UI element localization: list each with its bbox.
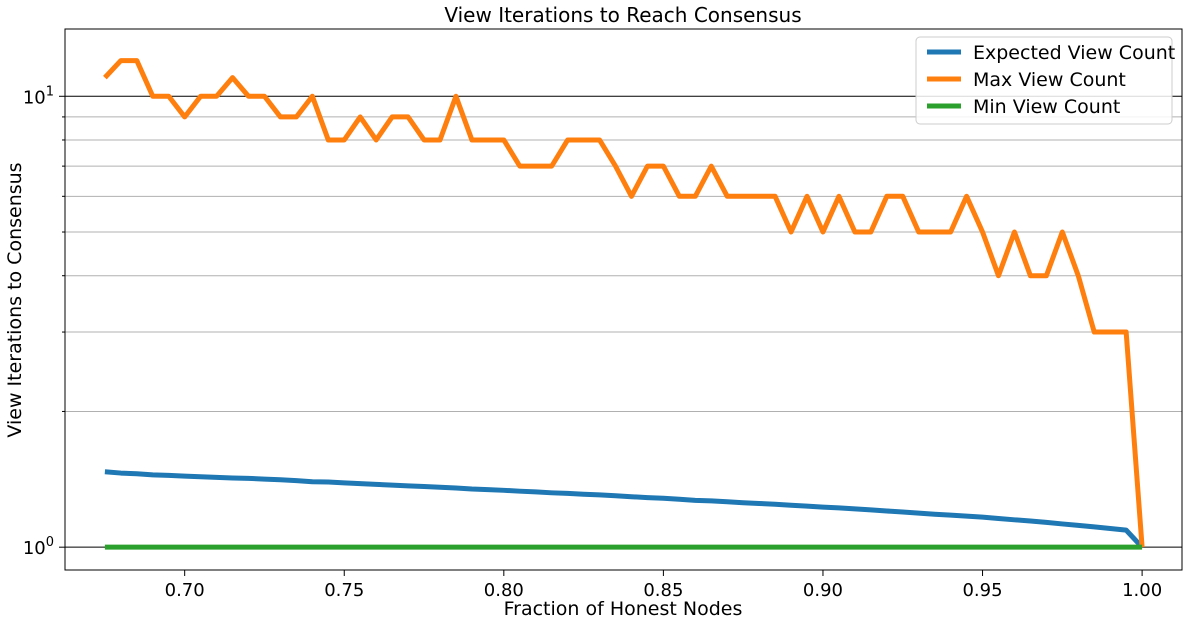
plot-frame bbox=[64, 28, 1183, 571]
x-axis-label: Fraction of Honest Nodes bbox=[504, 598, 743, 620]
x-tick-label: 1.00 bbox=[1122, 580, 1162, 601]
legend-label-expected: Expected View Count bbox=[973, 42, 1175, 64]
series-line-expected bbox=[104, 469, 1144, 549]
series-line-max bbox=[103, 58, 1145, 548]
x-tick-label: 0.75 bbox=[324, 580, 364, 601]
y-tick-label: 101 bbox=[23, 84, 54, 108]
chart-title: View Iterations to Reach Consensus bbox=[444, 3, 801, 27]
y-tick-label: 100 bbox=[23, 535, 54, 559]
x-axis: 0.70 0.75 0.80 0.85 0.90 0.95 1.00 bbox=[165, 570, 1162, 601]
x-tick-label: 0.95 bbox=[962, 580, 1002, 601]
y-axis-label: View Iterations to Consensus bbox=[4, 162, 26, 437]
legend: Expected View Count Max View Count Min V… bbox=[915, 36, 1175, 125]
x-tick-label: 0.70 bbox=[165, 580, 205, 601]
x-tick-label: 0.80 bbox=[484, 580, 524, 601]
legend-label-max: Max View Count bbox=[973, 69, 1126, 91]
series-lines bbox=[103, 58, 1145, 550]
x-tick-label: 0.90 bbox=[803, 580, 843, 601]
x-tick-label: 0.85 bbox=[643, 580, 683, 601]
y-axis: 100 101 bbox=[23, 84, 65, 559]
legend-box bbox=[915, 36, 1173, 125]
legend-label-min: Min View Count bbox=[973, 96, 1120, 118]
